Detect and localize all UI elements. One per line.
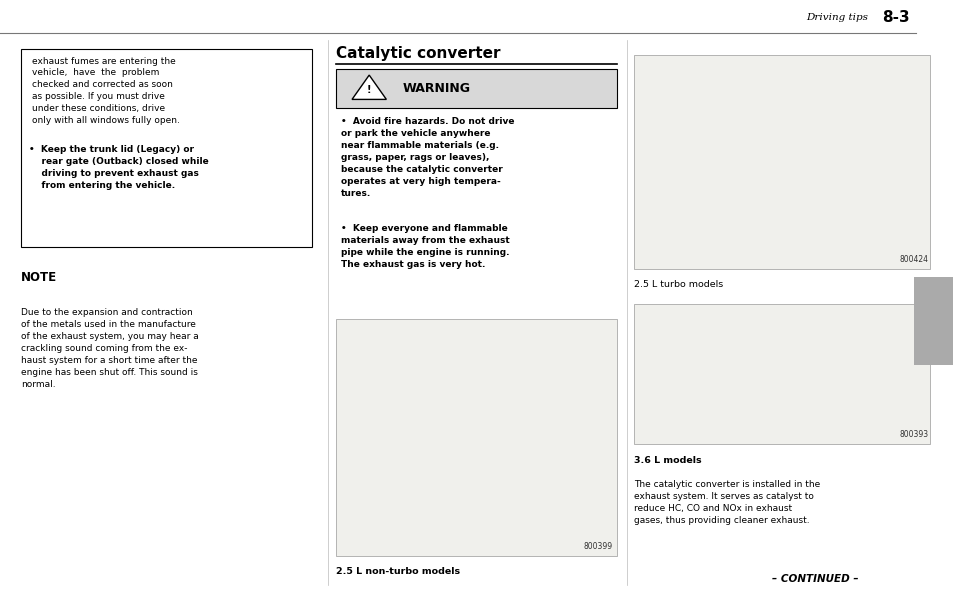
FancyBboxPatch shape xyxy=(335,319,617,556)
Text: exhaust fumes are entering the
vehicle,  have  the  problem
checked and correcte: exhaust fumes are entering the vehicle, … xyxy=(32,57,180,125)
Text: Catalytic converter: Catalytic converter xyxy=(335,46,499,61)
Text: 800393: 800393 xyxy=(898,430,927,439)
FancyBboxPatch shape xyxy=(913,277,953,365)
FancyBboxPatch shape xyxy=(634,304,929,444)
Text: – CONTINUED –: – CONTINUED – xyxy=(772,574,858,584)
Text: 800399: 800399 xyxy=(582,542,612,551)
Text: Driving tips: Driving tips xyxy=(805,13,867,22)
Text: NOTE: NOTE xyxy=(21,271,57,283)
Text: 2.5 L turbo models: 2.5 L turbo models xyxy=(634,280,723,289)
Text: The catalytic converter is installed in the
exhaust system. It serves as catalys: The catalytic converter is installed in … xyxy=(634,480,820,525)
Text: 3.6 L models: 3.6 L models xyxy=(634,456,701,465)
Text: •  Keep everyone and flammable
materials away from the exhaust
pipe while the en: • Keep everyone and flammable materials … xyxy=(340,224,509,269)
Text: WARNING: WARNING xyxy=(402,82,470,95)
Polygon shape xyxy=(352,75,386,100)
Text: 800424: 800424 xyxy=(899,255,927,264)
FancyBboxPatch shape xyxy=(21,49,312,247)
Text: 2.5 L non-turbo models: 2.5 L non-turbo models xyxy=(335,567,459,576)
FancyBboxPatch shape xyxy=(335,69,617,108)
Text: •  Keep the trunk lid (Legacy) or
    rear gate (Outback) closed while
    drivi: • Keep the trunk lid (Legacy) or rear ga… xyxy=(29,145,208,190)
FancyBboxPatch shape xyxy=(634,55,929,269)
Text: !: ! xyxy=(367,85,371,95)
Text: Due to the expansion and contraction
of the metals used in the manufacture
of th: Due to the expansion and contraction of … xyxy=(21,308,198,389)
Text: •  Avoid fire hazards. Do not drive
or park the vehicle anywhere
near flammable : • Avoid fire hazards. Do not drive or pa… xyxy=(340,117,514,198)
Text: 8-3: 8-3 xyxy=(882,10,909,25)
